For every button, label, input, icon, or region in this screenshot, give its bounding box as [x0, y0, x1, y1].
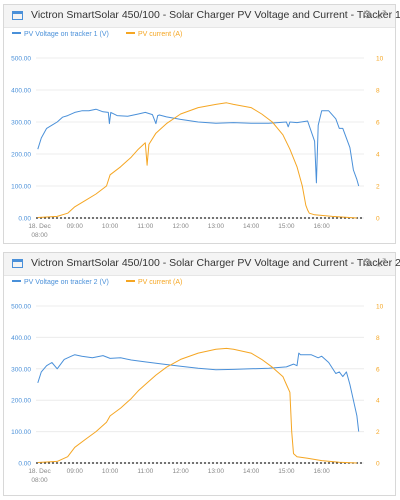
y-right-tick-label: 2 [376, 429, 380, 436]
legend-label-current: PV current (A) [138, 31, 183, 38]
x-tick-label: 15:00 [278, 223, 295, 230]
x-tick-label: 13:00 [208, 223, 225, 230]
chart-plot-tracker-2: 500.00 400.00 300.00 200.00 100.00 0.00 10 8 6 4 2… [11, 304, 384, 485]
legend-swatch-current [126, 280, 135, 283]
legend-label-voltage: PV Voltage on tracker 1 (V) [24, 31, 109, 38]
y-left-tick-label: 0.00 [18, 216, 31, 223]
y-right-tick-label: 10 [376, 56, 384, 63]
chart-legend: PV Voltage on tracker 1 (V) PV current (… [4, 28, 395, 42]
x-tick-label-time: 08:00 [31, 232, 48, 239]
legend-swatch-current [126, 32, 135, 35]
gear-icon[interactable]: ⚙ [362, 9, 372, 21]
x-tick-label: 10:00 [102, 468, 119, 475]
y-right-tick-label: 4 [376, 398, 380, 405]
x-tick-label-time: 08:00 [31, 477, 48, 484]
x-tick-label: 12:00 [172, 468, 189, 475]
series-line-voltage [37, 108, 360, 187]
x-tick-label: 09:00 [67, 223, 84, 230]
x-tick-label: 14:00 [243, 223, 260, 230]
x-tick-label: 10:00 [102, 223, 119, 230]
y-left-tick-label: 400.00 [11, 335, 31, 342]
gear-icon[interactable]: ⚙ [362, 257, 372, 269]
y-right-tick-label: 10 [376, 304, 384, 311]
series-line-current [37, 102, 357, 219]
x-tick-label: 11:00 [137, 223, 153, 230]
y-left-tick-label: 400.00 [11, 88, 31, 95]
panel-header: Victron SmartSolar 450/100 - Solar Charg… [4, 253, 400, 276]
expand-icon[interactable]: ⤢ [377, 257, 386, 269]
x-tick-label: 12:00 [172, 223, 189, 230]
y-left-tick-label: 100.00 [11, 184, 31, 191]
chart-title: Victron SmartSolar 450/100 - Solar Charg… [31, 9, 400, 21]
chart-panel-tracker-2: Victron SmartSolar 450/100 - Solar Charg… [3, 252, 400, 496]
y-left-tick-label: 200.00 [11, 152, 31, 159]
y-right-tick-label: 2 [376, 184, 380, 191]
chart-widget-icon [12, 259, 23, 268]
chart-plot-tracker-1: 500.00 400.00 300.00 200.00 100.00 0.00 10 8 6 4 2… [11, 56, 384, 240]
x-tick-label: 09:00 [67, 468, 84, 475]
panel-header: Victron SmartSolar 450/100 - Solar Charg… [4, 5, 400, 28]
legend-label-current: PV current (A) [138, 279, 183, 286]
series-line-current [37, 347, 357, 464]
legend-item-voltage[interactable]: PV Voltage on tracker 1 (V) [12, 31, 109, 38]
chart-widget-icon [12, 11, 23, 20]
y-right-tick-label: 0 [376, 461, 380, 468]
y-left-tick-label: 0.00 [18, 461, 31, 468]
y-right-tick-label: 8 [376, 335, 380, 342]
x-tick-label: 13:00 [208, 468, 225, 475]
expand-icon[interactable]: ⤢ [377, 9, 386, 21]
x-tick-label: 14:00 [243, 468, 260, 475]
y-left-tick-label: 300.00 [11, 120, 31, 127]
chart-panel-tracker-1: Victron SmartSolar 450/100 - Solar Charg… [3, 4, 400, 244]
x-tick-label: 11:00 [137, 468, 153, 475]
x-tick-label: 18. Dec [28, 223, 51, 230]
x-tick-label: 18. Dec [28, 468, 51, 475]
x-tick-label: 16:00 [314, 223, 331, 230]
legend-swatch-voltage [12, 280, 21, 283]
y-right-tick-label: 8 [376, 88, 380, 95]
chart-title: Victron SmartSolar 450/100 - Solar Charg… [31, 257, 400, 269]
y-left-tick-label: 100.00 [11, 429, 31, 436]
y-right-tick-label: 0 [376, 216, 380, 223]
x-tick-label: 15:00 [278, 468, 295, 475]
y-right-tick-label: 6 [376, 366, 380, 373]
legend-item-current[interactable]: PV current (A) [126, 31, 182, 38]
y-left-tick-label: 500.00 [11, 304, 31, 311]
y-left-tick-label: 200.00 [11, 398, 31, 405]
legend-label-voltage: PV Voltage on tracker 2 (V) [24, 279, 109, 286]
legend-item-voltage[interactable]: PV Voltage on tracker 2 (V) [12, 279, 109, 286]
y-right-tick-label: 6 [376, 120, 380, 127]
chart-legend: PV Voltage on tracker 2 (V) PV current (… [4, 276, 395, 290]
legend-swatch-voltage [12, 32, 21, 35]
y-right-tick-label: 4 [376, 152, 380, 159]
y-left-tick-label: 500.00 [11, 56, 31, 63]
legend-item-current[interactable]: PV current (A) [126, 279, 182, 286]
y-left-tick-label: 300.00 [11, 366, 31, 373]
series-line-voltage [37, 352, 360, 432]
x-tick-label: 16:00 [314, 468, 331, 475]
